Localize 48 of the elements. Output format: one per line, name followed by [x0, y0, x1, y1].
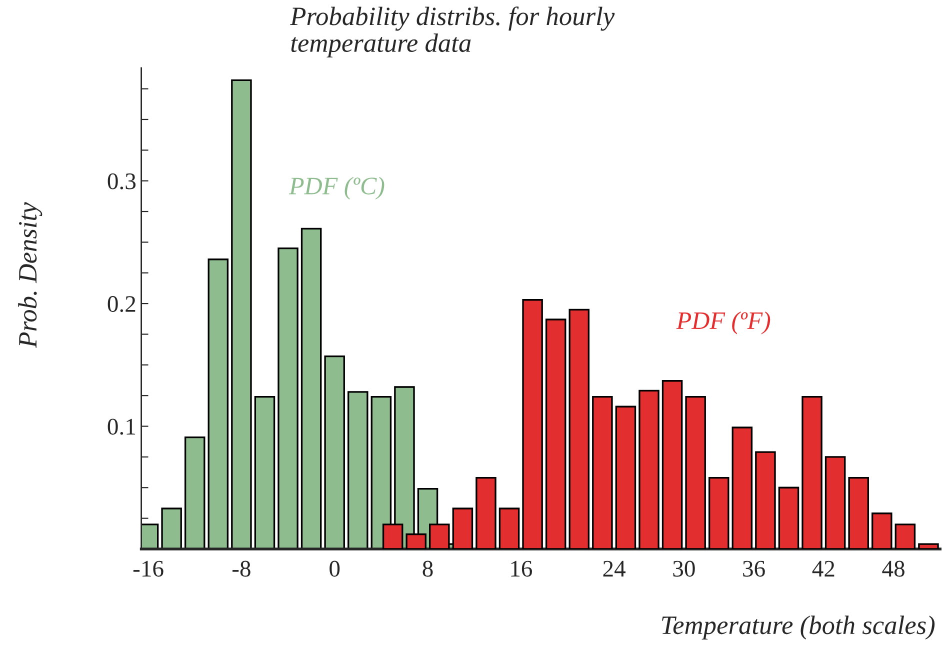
bar [498, 508, 520, 549]
chart-title: Probability distribs. for hourly temperature data [290, 6, 615, 58]
bar [708, 476, 730, 549]
bar [545, 318, 566, 549]
bar [848, 476, 869, 549]
bar [802, 396, 822, 549]
bar [348, 391, 368, 549]
bar [778, 486, 800, 549]
x-tick-label: 16 [511, 560, 532, 577]
x-tick-label: -8 [232, 560, 250, 577]
x-tick-label: -16 [133, 560, 164, 577]
x-tick-label: 36 [743, 560, 765, 577]
bar [300, 228, 322, 549]
bar [278, 247, 298, 549]
bar [872, 512, 892, 549]
y-tick-label: 0.2 [108, 296, 136, 312]
bar [161, 508, 182, 549]
bar [918, 543, 939, 549]
x-tick-label: 8 [422, 560, 433, 577]
bar [662, 380, 683, 549]
bar [231, 79, 252, 549]
bar [732, 426, 753, 549]
bar [894, 524, 916, 549]
x-tick-label: 42 [812, 560, 834, 576]
bar [685, 396, 706, 549]
bar [592, 396, 613, 549]
y-tick-label: 0.3 [108, 173, 136, 190]
bar [208, 258, 229, 549]
bar [522, 299, 543, 549]
x-tick-label: 24 [603, 560, 626, 576]
bar [824, 456, 846, 549]
y-axis-title: Prob. Density [18, 202, 42, 348]
x-tick-label: 0 [330, 560, 340, 577]
x-axis-title: Temperature (both scales) [662, 616, 935, 640]
bar [755, 451, 776, 549]
series-label: PDF (ºF) [676, 312, 770, 334]
x-tick-label: 48 [882, 560, 904, 577]
bar [638, 390, 660, 549]
bar [568, 308, 590, 549]
bar [184, 436, 206, 549]
x-tick-label: 30 [673, 560, 695, 577]
series-label: PDF (ºC) [288, 176, 384, 200]
y-tick-label: 0.1 [108, 418, 136, 435]
bar [615, 406, 636, 549]
bar [254, 396, 276, 549]
bar [452, 508, 474, 549]
bar [324, 355, 345, 549]
bar [476, 476, 496, 549]
